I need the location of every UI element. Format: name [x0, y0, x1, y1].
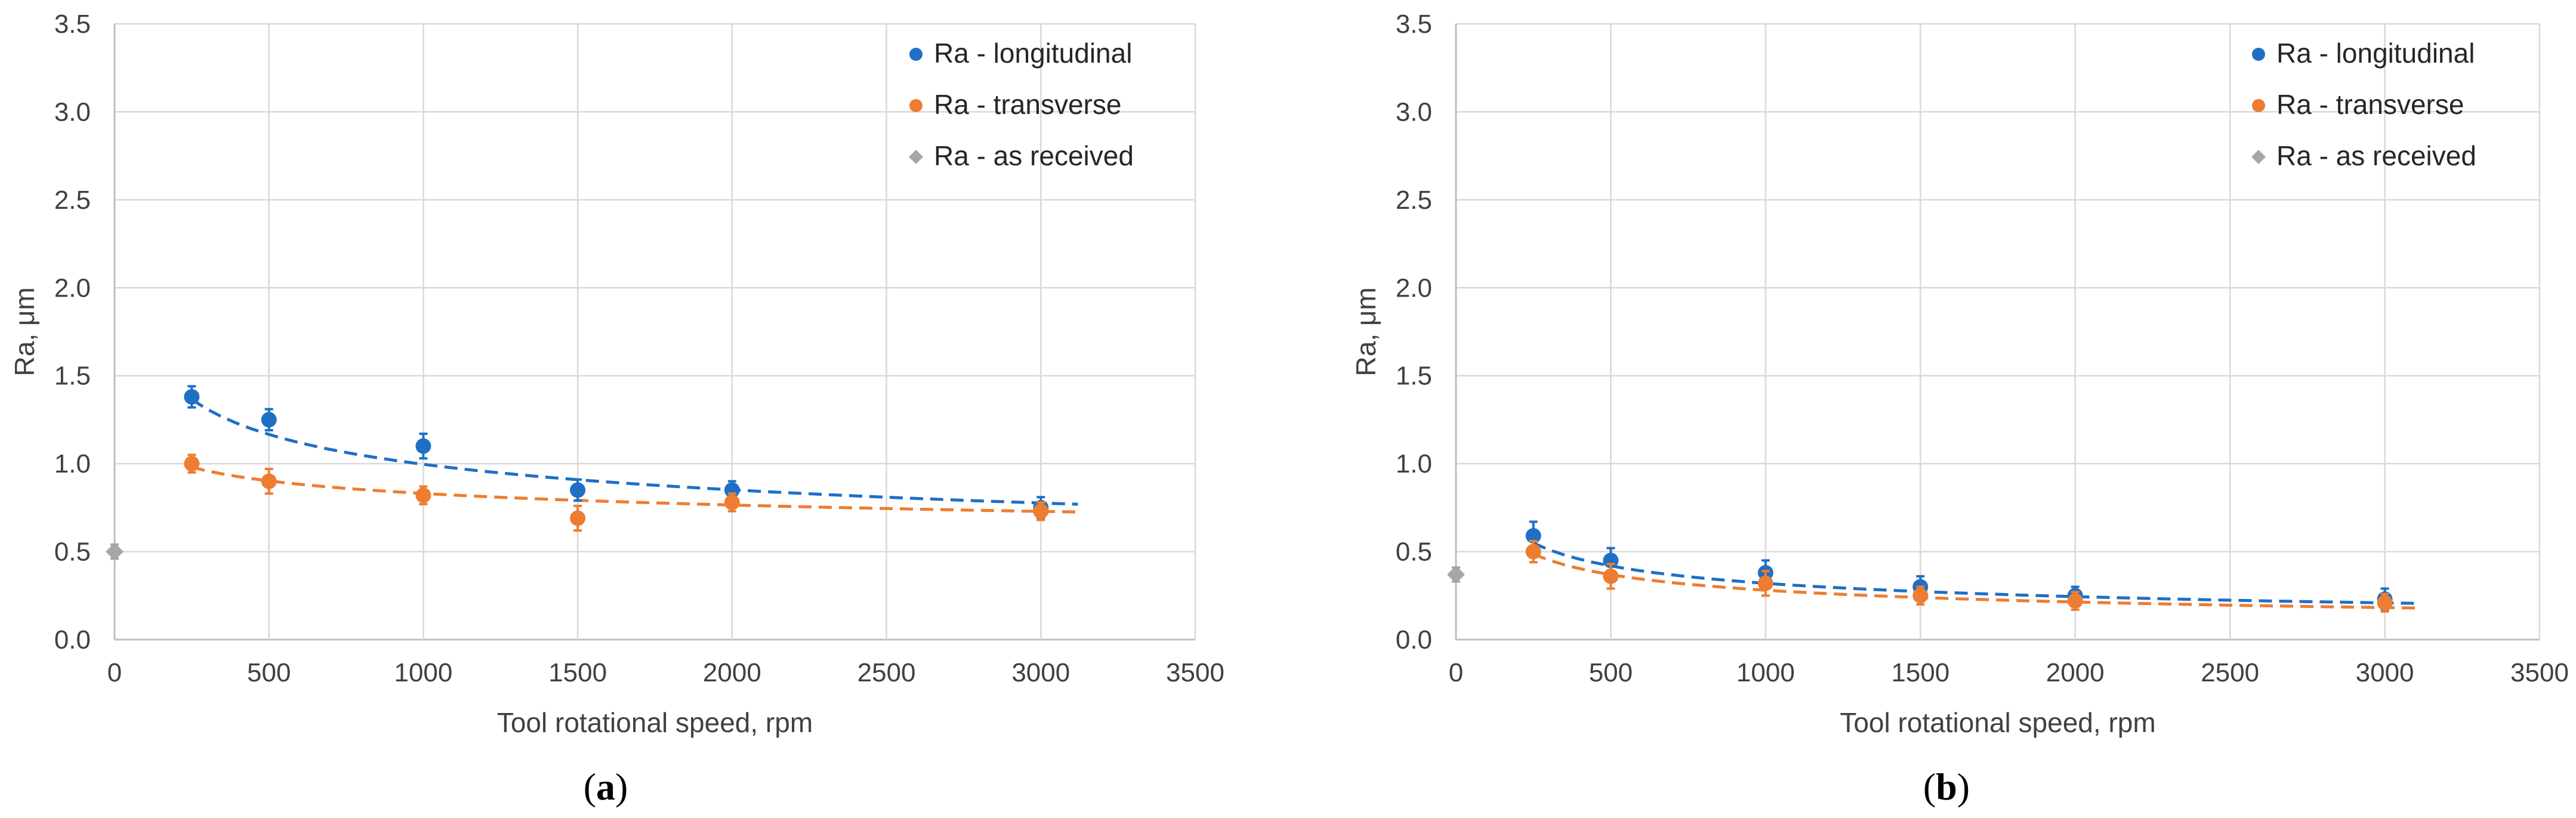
x-tick-label: 2000	[703, 658, 761, 687]
y-axis-title: Ra, μm	[9, 287, 40, 376]
data-point-ra-transverse	[724, 495, 740, 511]
x-tick-label: 1500	[1891, 658, 1949, 687]
x-tick-label: 3500	[2510, 658, 2569, 687]
legend-label: Ra - longitudinal	[934, 38, 1132, 69]
y-tick-label: 2.0	[1396, 273, 1432, 302]
data-point-ra-transverse	[184, 456, 200, 472]
data-point-ra-transverse	[570, 510, 586, 526]
legend-marker	[2252, 48, 2265, 61]
x-tick-label: 3000	[1011, 658, 1070, 687]
trendline-ra-transverse	[1532, 552, 2416, 610]
legend-label: Ra - as received	[934, 140, 1134, 171]
x-axis-title: Tool rotational speed, rpm	[497, 707, 813, 738]
data-point-ra-transverse	[1525, 544, 1541, 560]
x-tick-label: 0	[1449, 658, 1463, 687]
x-tick-label: 3000	[2356, 658, 2414, 687]
x-axis-title: Tool rotational speed, rpm	[1840, 707, 2155, 738]
y-axis-title: Ra, μm	[1350, 287, 1381, 376]
caption-letter: a	[596, 765, 615, 808]
panel-caption: (b)	[1923, 765, 1970, 808]
data-point-ra-longitudinal	[570, 482, 586, 498]
legend-marker	[909, 48, 923, 61]
y-tick-label: 0.0	[1396, 625, 1432, 655]
data-point-ra-as-received	[1447, 565, 1465, 584]
trendline-ra-transverse	[191, 465, 1078, 514]
x-tick-label: 2500	[2201, 658, 2259, 687]
data-point-ra-transverse	[1603, 568, 1619, 584]
data-point-ra-transverse	[1912, 588, 1929, 604]
panel-caption: (a)	[584, 765, 628, 808]
legend-label: Ra - transverse	[934, 89, 1121, 120]
data-point-ra-longitudinal	[184, 389, 200, 405]
data-point-ra-longitudinal	[261, 412, 277, 428]
data-point-ra-longitudinal	[1525, 528, 1541, 544]
data-point-ra-transverse	[2067, 593, 2083, 609]
data-point-ra-as-received	[106, 542, 124, 561]
data-point-ra-transverse	[415, 487, 431, 504]
data-point-ra-longitudinal	[415, 438, 431, 454]
y-tick-label: 1.5	[1396, 362, 1432, 391]
y-tick-label: 3.5	[1396, 10, 1432, 39]
y-tick-label: 2.0	[54, 273, 91, 302]
y-tick-label: 2.5	[54, 186, 91, 215]
y-tick-label: 3.0	[1396, 97, 1432, 126]
x-tick-label: 1000	[1736, 658, 1795, 687]
y-tick-label: 0.5	[1396, 538, 1432, 567]
legend-marker	[2252, 99, 2265, 112]
caption-close: )	[615, 765, 628, 808]
data-point-ra-transverse	[261, 473, 277, 489]
y-tick-label: 1.0	[54, 449, 91, 479]
x-tick-label: 0	[107, 658, 122, 687]
x-tick-label: 500	[247, 658, 291, 687]
data-point-ra-transverse	[2377, 595, 2393, 611]
caption-close: )	[1957, 765, 1970, 808]
y-tick-label: 3.0	[54, 97, 91, 126]
caption-open: (	[1923, 765, 1936, 808]
y-tick-label: 1.5	[54, 362, 91, 391]
x-tick-label: 1000	[394, 658, 452, 687]
legend-marker	[2251, 150, 2266, 164]
data-point-ra-transverse	[1757, 575, 1773, 591]
legend-label: Ra - as received	[2276, 140, 2476, 171]
legend-marker	[909, 99, 923, 112]
x-tick-label: 2500	[857, 658, 916, 687]
y-tick-label: 0.0	[54, 625, 91, 655]
y-tick-label: 0.5	[54, 538, 91, 567]
x-tick-label: 3500	[1166, 658, 1224, 687]
y-tick-label: 3.5	[54, 10, 91, 39]
x-tick-label: 500	[1589, 658, 1633, 687]
trendline-ra-longitudinal	[1532, 541, 2416, 605]
caption-letter: b	[1936, 765, 1957, 808]
x-tick-label: 2000	[2046, 658, 2105, 687]
chart-panel-a: 0.0 0.5 1.0 1.5 2.0 2.5 3.0 3.5 0 500 1000 1500 2000…	[9, 10, 1224, 808]
legend-marker	[909, 150, 923, 164]
y-tick-label: 1.0	[1396, 449, 1432, 479]
legend-label: Ra - longitudinal	[2276, 38, 2475, 69]
y-tick-label: 2.5	[1396, 186, 1432, 215]
chart-panel-b: 0.0 0.5 1.0 1.5 2.0 2.5 3.0 3.5 0 500 1000 1500 2000…	[1350, 10, 2569, 808]
caption-open: (	[584, 765, 596, 808]
trendline-ra-longitudinal	[191, 398, 1078, 506]
legend-label: Ra - transverse	[2276, 89, 2464, 120]
x-tick-label: 1500	[548, 658, 607, 687]
data-point-ra-transverse	[1033, 503, 1049, 519]
